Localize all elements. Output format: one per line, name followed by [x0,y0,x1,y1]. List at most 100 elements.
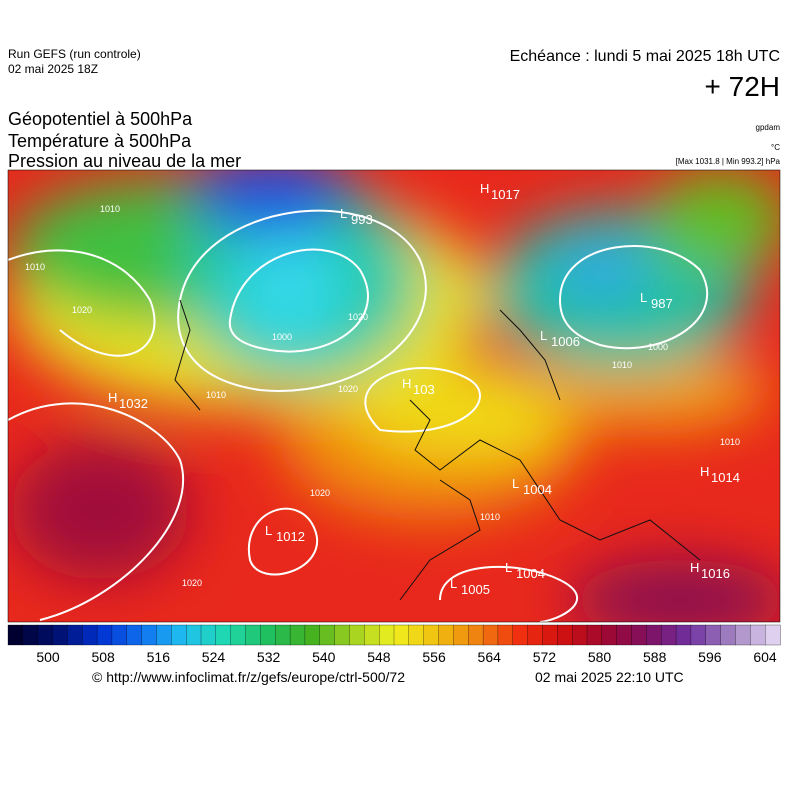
lead-time: + 72H [705,71,781,102]
colorbar-swatch [22,624,39,646]
isobar-label: 1010 [100,204,120,214]
center-value: 993 [351,212,373,227]
center-value: 1005 [461,582,490,597]
colorbar-swatch [497,624,514,646]
colorbar-swatch [96,624,113,646]
center-kind: H [480,181,489,196]
colorbar-swatch [171,624,187,646]
title: Pression au niveau de la mer [8,151,241,171]
colorbar-swatch [735,624,751,646]
center-kind: H [700,464,709,479]
isobar-label: 1010 [720,437,740,447]
colorbar-tick-label: 596 [698,649,722,665]
map-frame [7,169,781,623]
title: Géopotentiel à 500hPa [8,109,193,129]
center-value: 1017 [491,187,520,202]
colorbar-tick-label: 540 [312,649,336,665]
colorbar-tick-label: 524 [202,649,226,665]
center-kind: L [450,576,457,591]
colorbar-swatch [542,624,558,646]
center-kind: L [512,476,519,491]
center-value: 1032 [119,396,148,411]
isobar-label: 1010 [25,262,45,272]
title: Température à 500hPa [8,131,192,151]
colorbar-swatch [586,624,603,646]
colorbar-swatch [690,624,707,646]
center-kind: L [640,290,647,305]
colorbar-swatch [275,624,291,646]
isobar-label: 1020 [182,578,202,588]
colorbar-swatch [557,624,573,646]
isobar-label: 1000 [648,342,668,352]
center-kind: H [108,390,117,405]
center-value: 1004 [523,482,552,497]
colorbar-swatch [364,624,380,646]
isobar-label: 1020 [338,384,358,394]
colorbar-tick-label: 604 [753,649,777,665]
colorbar-tick-label: 572 [533,649,557,665]
colorbar-swatch [7,624,24,646]
colorbar-tick-label: 508 [91,649,115,665]
colorbar-tick-label: 532 [257,649,281,665]
isobar-label: 1010 [480,512,500,522]
colorbar-swatch [482,624,499,646]
colorbar-tick-label: 548 [367,649,391,665]
isobar-label: 1000 [272,332,292,342]
run: Run GEFS (run controle) [8,47,141,61]
center-kind: H [402,376,411,391]
colorbar-swatch [126,624,143,646]
isobar-label: 1020 [310,488,330,498]
colorbar-swatch [82,624,98,646]
colorbar-swatch [601,624,618,646]
colorbar-tick-label: 516 [147,649,171,665]
colorbar-swatch [319,624,336,646]
colorbar-swatch [572,624,588,646]
colorbar-swatch [230,624,247,646]
colorbar-swatch [675,624,692,646]
colorbar-swatch [720,624,737,646]
colorbar-swatch [393,624,410,646]
colorbar-tick-label: 556 [422,649,446,665]
colorbar-swatch [527,624,544,646]
colorbar-swatch [67,624,83,646]
colorbar-swatch [468,624,484,646]
colorbar-swatch [408,624,425,646]
colorbar-swatch [438,624,455,646]
unit: [Max 1031.8 | Min 993.2] hPa [676,157,781,166]
center-kind: L [265,523,272,538]
colorbar-swatch [765,624,781,646]
center-value: 987 [651,296,673,311]
colorbar-swatch [705,624,722,646]
colorbar-swatch [750,624,766,646]
colorbar-swatch [52,624,69,646]
center-kind: L [505,560,512,575]
source: © http://www.infoclimat.fr/z/gefs/europe… [92,669,405,685]
colorbar-swatch [379,624,395,646]
colorbar-swatch [186,624,202,646]
colorbar-swatch [156,624,172,646]
colorbar-swatch [215,624,232,646]
colorbar-swatch [512,624,529,646]
colorbar-swatch [200,624,217,646]
colorbar-swatch [111,624,128,646]
colorbar-tick-label: 564 [478,649,502,665]
center-value: 1014 [711,470,740,485]
colorbar-swatch [260,624,276,646]
timestamp: 02 mai 2025 22:10 UTC [535,669,684,685]
isobar-label: 1010 [612,360,632,370]
colorbar-tick-label: 580 [588,649,612,665]
center-kind: L [540,328,547,343]
colorbar-tick-label: 500 [36,649,60,665]
colorbar-swatch [661,624,677,646]
colorbar-swatch [334,624,351,646]
colorbar-swatch [631,624,648,646]
echeance: Echéance : lundi 5 mai 2025 18h UTC [510,48,780,65]
colorbar-tick-label: 588 [643,649,667,665]
colorbar-swatch [423,624,440,646]
center-value: 1006 [551,334,580,349]
colorbar-swatch [289,624,306,646]
colorbar-swatch [141,624,158,646]
center-value: 1012 [276,529,305,544]
isobar-label: 1020 [348,312,368,322]
